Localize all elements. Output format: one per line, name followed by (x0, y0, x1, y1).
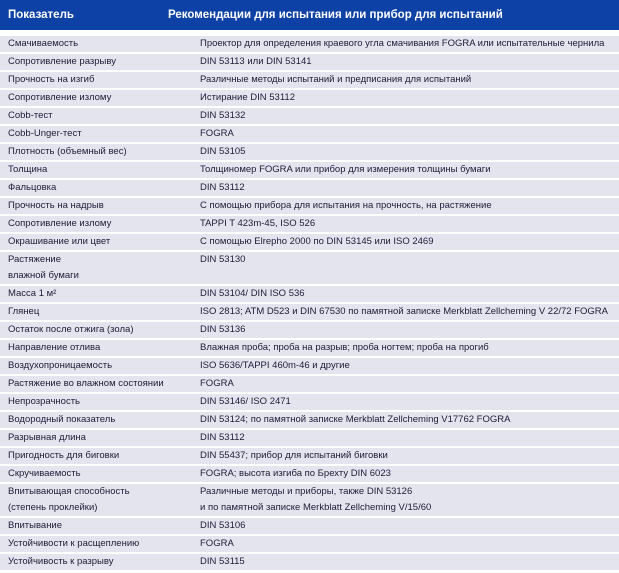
value-cell: С помощью прибора для испытания на прочн… (200, 200, 492, 211)
table-row: Разрывная длина DIN 53112 (0, 430, 619, 446)
table-body: Смачиваемость Проектор для определения кр… (0, 36, 619, 570)
indicator-cell: Растяжение влажной бумаги (8, 254, 79, 281)
value-cell: FOGRA (200, 128, 234, 139)
indicator-cell: Прочность на изгиб (8, 74, 95, 85)
value-cell: DIN 53113 или DIN 53141 (200, 56, 312, 67)
indicator-cell: Сопротивление излому (8, 92, 112, 103)
value-cell: Влажная проба; проба на разрыв; проба но… (200, 342, 489, 353)
value-cell: DIN 53115 (200, 556, 245, 567)
table-row: Растяжение во влажном состоянии FOGRA (0, 376, 619, 392)
indicator-cell: Устойчивость к разрыву (8, 556, 114, 567)
indicator-cell: Плотность (объемный вес) (8, 146, 127, 157)
indicator-cell: Направление отлива (8, 342, 101, 353)
indicator-cell: Прочность на надрыв (8, 200, 104, 211)
value-cell: Различные методы и приборы, также DIN 53… (200, 486, 432, 513)
header-indicator-label: Показатель (8, 9, 74, 21)
indicator-cell: Растяжение во влажном состоянии (8, 378, 164, 389)
table-row: Толщина Толщиномер FOGRA или прибор для и… (0, 162, 619, 178)
table-row: Пригодность для биговки DIN 55437; прибор… (0, 448, 619, 464)
table-row: Водородный показатель DIN 53124; по памят… (0, 412, 619, 428)
value-cell: DIN 53136 (200, 324, 246, 335)
indicator-cell: Водородный показатель (8, 414, 116, 425)
indicator-cell: Фальцовка (8, 182, 57, 193)
value-cell: DIN 53130 (200, 254, 246, 265)
table-row: Воздухопроницаемость ISO 5636/TAPPI 460m-… (0, 358, 619, 374)
value-cell: TAPPI T 423m-45, ISO 526 (200, 218, 316, 229)
indicator-cell: Непрозрачность (8, 396, 80, 407)
indicator-cell: Устойчивости к расщеплению (8, 538, 140, 549)
table-row: Непрозрачность DIN 53146/ ISO 2471 (0, 394, 619, 410)
value-cell: Проектор для определения краевого угла с… (200, 38, 605, 49)
table-row: Плотность (объемный вес) DIN 53105 (0, 144, 619, 160)
indicator-cell: Cobb-тест (8, 110, 53, 121)
value-cell: DIN 53112 (200, 182, 245, 193)
table-row: Направление отлива Влажная проба; проба н… (0, 340, 619, 356)
table-row: Прочность на надрыв С помощью прибора для… (0, 198, 619, 214)
indicator-cell: Масса 1 м² (8, 288, 57, 299)
table-header-row: Показатель Рекомендации для испытания ил… (0, 0, 619, 30)
indicator-cell: Впитывание (8, 520, 63, 531)
table-row: Окрашивание или цвет С помощью Elrepho 20… (0, 234, 619, 250)
value-cell: С помощью Elrepho 2000 по DIN 53145 или … (200, 236, 434, 247)
table-row: Растяжение влажной бумаги DIN 53130 (0, 252, 619, 284)
value-cell: DIN 55437; прибор для испытаний биговки (200, 450, 388, 461)
table-row: Впитывание DIN 53106 (0, 518, 619, 534)
header-recommendations-label: Рекомендации для испытания или прибор дл… (168, 9, 503, 21)
indicator-cell: Пригодность для биговки (8, 450, 120, 461)
value-cell: DIN 53132 (200, 110, 246, 121)
table-row: Устойчивость к разрыву DIN 53115 (0, 554, 619, 570)
table-row: Прочность на изгиб Различные методы испыт… (0, 72, 619, 88)
value-cell: Истирание DIN 53112 (200, 92, 295, 103)
value-cell: FOGRA (200, 378, 234, 389)
indicator-cell: Скручиваемость (8, 468, 81, 479)
value-cell: Толщиномер FOGRA или прибор для измерени… (200, 164, 491, 175)
table-row: Скручиваемость FOGRA; высота изгиба по Бр… (0, 466, 619, 482)
table-row: Cobb-тест DIN 53132 (0, 108, 619, 124)
table-row: Смачиваемость Проектор для определения кр… (0, 36, 619, 52)
indicator-cell: Смачиваемость (8, 38, 79, 49)
value-cell: FOGRA; высота изгиба по Брехту DIN 6023 (200, 468, 391, 479)
table-row: Сопротивление излому TAPPI T 423m-45, ISO… (0, 216, 619, 232)
table-row: Масса 1 м² DIN 53104/ DIN ISO 536 (0, 286, 619, 302)
value-cell: DIN 53104/ DIN ISO 536 (200, 288, 305, 299)
table-row: Глянец ISO 2813; ATM D523 и DIN 67530 по … (0, 304, 619, 320)
table-row: Фальцовка DIN 53112 (0, 180, 619, 196)
indicator-cell: Разрывная длина (8, 432, 86, 443)
table-row: Сопротивление излому Истирание DIN 53112 (0, 90, 619, 106)
value-cell: DIN 53112 (200, 432, 245, 443)
indicator-cell: Cobb-Unger-тест (8, 128, 82, 139)
value-cell: DIN 53105 (200, 146, 246, 157)
value-cell: ISO 5636/TAPPI 460m-46 и другие (200, 360, 350, 371)
table-row: Впитывающая способность (степень проклей… (0, 484, 619, 516)
table-row: Cobb-Unger-тест FOGRA (0, 126, 619, 142)
indicator-cell: Впитывающая способность (степень проклей… (8, 486, 130, 513)
indicator-cell: Окрашивание или цвет (8, 236, 111, 247)
value-cell: FOGRA (200, 538, 234, 549)
indicator-cell: Сопротивление разрыву (8, 56, 116, 67)
indicator-cell: Сопротивление излому (8, 218, 112, 229)
table-row: Устойчивости к расщеплению FOGRA (0, 536, 619, 552)
value-cell: Различные методы испытаний и предписания… (200, 74, 472, 85)
value-cell: ISO 2813; ATM D523 и DIN 67530 по памятн… (200, 306, 608, 317)
indicator-cell: Глянец (8, 306, 40, 317)
indicator-cell: Толщина (8, 164, 48, 175)
value-cell: DIN 53146/ ISO 2471 (200, 396, 291, 407)
table-row: Остаток после отжига (зола) DIN 53136 (0, 322, 619, 338)
table-row: Сопротивление разрыву DIN 53113 или DIN 5… (0, 54, 619, 70)
indicator-cell: Воздухопроницаемость (8, 360, 113, 371)
indicator-cell: Остаток после отжига (зола) (8, 324, 134, 335)
value-cell: DIN 53124; по памятной записке Merkblatt… (200, 414, 511, 425)
value-cell: DIN 53106 (200, 520, 246, 531)
